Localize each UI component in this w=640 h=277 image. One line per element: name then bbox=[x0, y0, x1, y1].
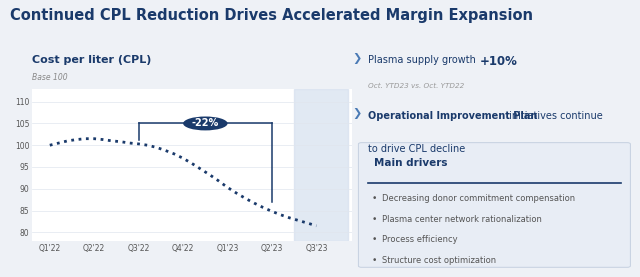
Text: to drive CPL decline: to drive CPL decline bbox=[368, 144, 465, 154]
Text: •: • bbox=[371, 235, 376, 244]
Text: Oct. YTD23 vs. Oct. YTD22: Oct. YTD23 vs. Oct. YTD22 bbox=[368, 83, 464, 89]
Bar bbox=[294, 89, 348, 241]
Text: initiatives continue: initiatives continue bbox=[506, 111, 602, 121]
Text: Main drivers: Main drivers bbox=[374, 158, 448, 168]
Text: Process efficiency: Process efficiency bbox=[382, 235, 458, 244]
Ellipse shape bbox=[183, 117, 228, 130]
Text: -22%: -22% bbox=[192, 119, 219, 129]
Text: Plasma supply growth: Plasma supply growth bbox=[368, 55, 479, 65]
Text: +10%: +10% bbox=[480, 55, 518, 68]
Text: ❯: ❯ bbox=[352, 53, 362, 64]
Text: Continued CPL Reduction Drives Accelerated Margin Expansion: Continued CPL Reduction Drives Accelerat… bbox=[10, 8, 532, 23]
Text: ❯: ❯ bbox=[352, 108, 362, 119]
Text: Plasma center network rationalization: Plasma center network rationalization bbox=[382, 215, 542, 224]
Text: •: • bbox=[371, 194, 376, 203]
Text: Decreasing donor commitment compensation: Decreasing donor commitment compensation bbox=[382, 194, 575, 203]
Text: Cost per liter (CPL): Cost per liter (CPL) bbox=[32, 55, 152, 65]
Text: Structure cost optimization: Structure cost optimization bbox=[382, 256, 496, 265]
Text: •: • bbox=[371, 256, 376, 265]
Text: •: • bbox=[371, 215, 376, 224]
Text: Operational Improvement Plan: Operational Improvement Plan bbox=[368, 111, 538, 121]
Text: Base 100: Base 100 bbox=[32, 73, 68, 82]
